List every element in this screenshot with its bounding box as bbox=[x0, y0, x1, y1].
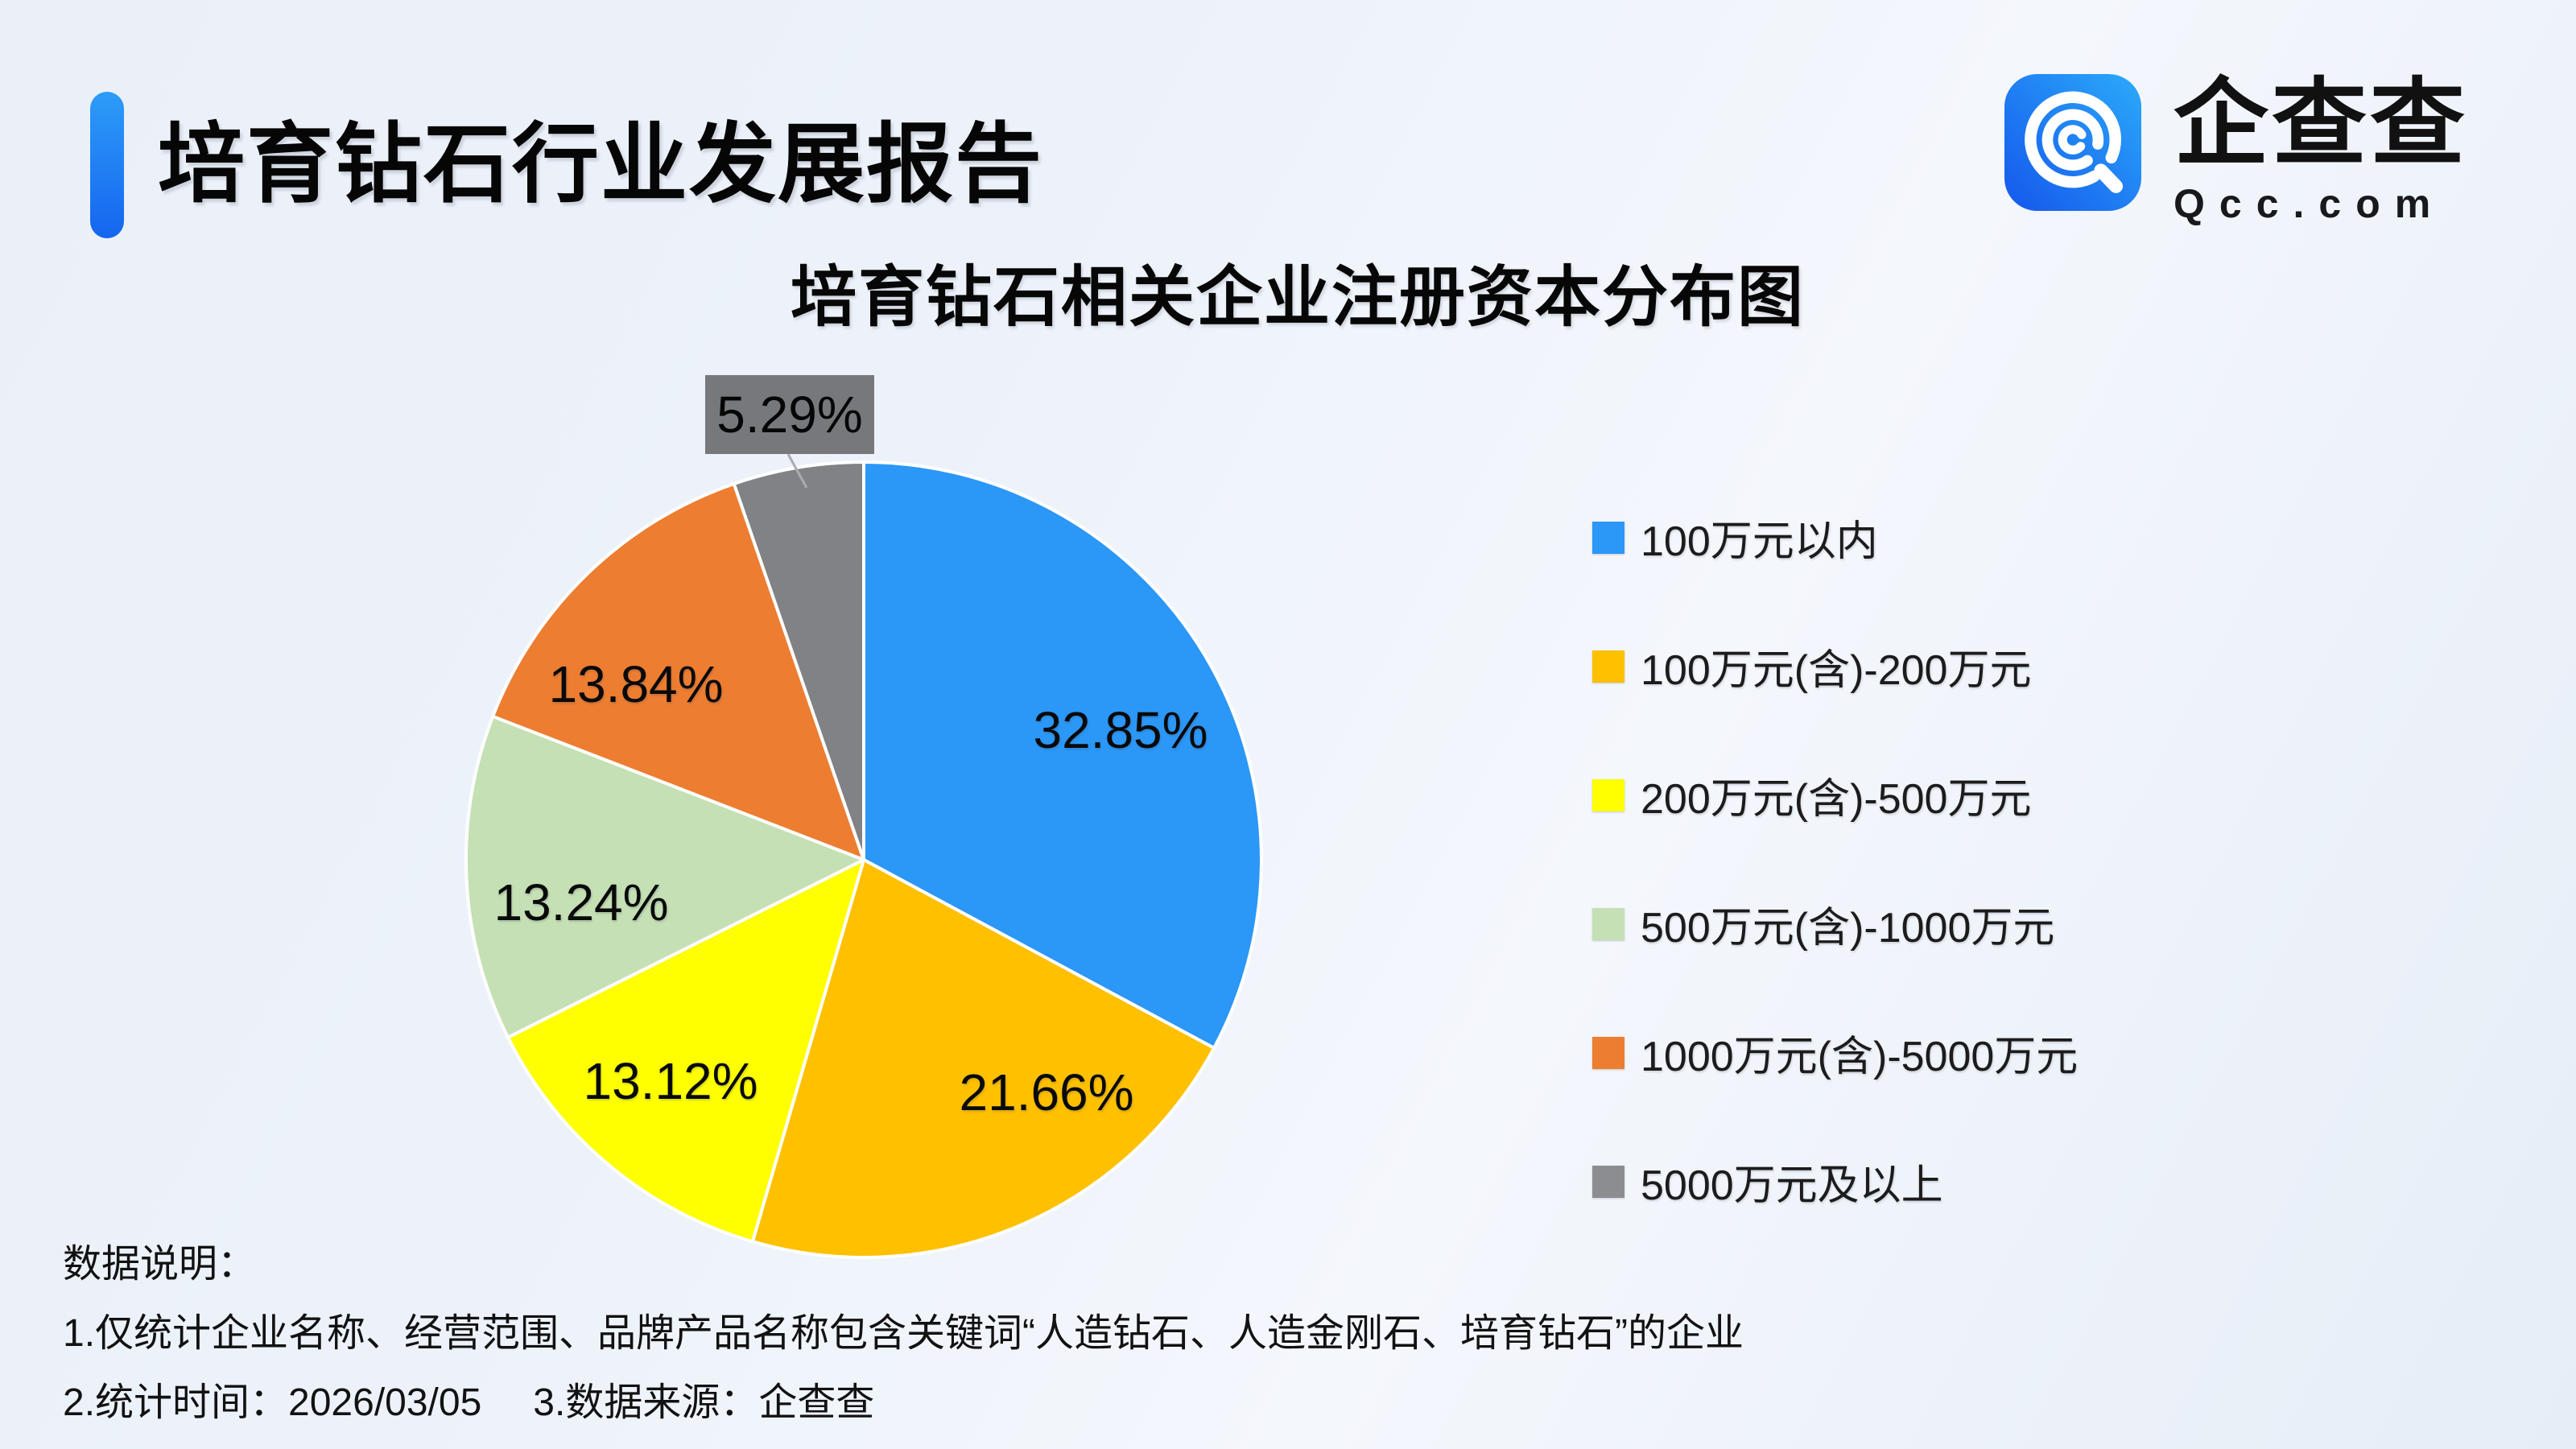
legend-label-0: 100万元以内 bbox=[1641, 518, 1878, 565]
pie-label-4: 13.84% bbox=[548, 655, 724, 713]
legend-label-1: 100万元(含)-200万元 bbox=[1641, 647, 2032, 694]
legend-item-4: 1000万元(含)-5000万元 bbox=[1592, 1022, 2078, 1083]
qcc-logo-icon bbox=[2004, 74, 2141, 211]
legend-label-3: 500万元(含)-1000万元 bbox=[1641, 905, 2055, 952]
qcc-logo: 企查查 Qcc.com bbox=[2004, 74, 2468, 227]
legend-item-0: 100万元以内 bbox=[1592, 507, 1878, 568]
pie-slice-1 bbox=[750, 858, 1216, 1259]
qcc-logo-text: 企查查 Qcc.com bbox=[2174, 74, 2468, 227]
pie-label-3: 13.24% bbox=[493, 873, 669, 931]
chart-title: 培育钻石相关企业注册资本分布图 bbox=[790, 261, 1805, 334]
legend-item-2: 200万元(含)-500万元 bbox=[1592, 765, 2031, 825]
note-line-1: 1.仅统计企业名称、经营范围、品牌产品名称包含关键词“人造钻石、人造金刚石、培育… bbox=[63, 1312, 1744, 1355]
legend-swatch-0 bbox=[1592, 521, 1624, 554]
legend-item-1: 100万元(含)-200万元 bbox=[1592, 636, 2031, 696]
data-notes: 数据说明： 1.仅统计企业名称、经营范围、品牌产品名称包含关键词“人造钻石、人造… bbox=[63, 1230, 1744, 1438]
pie-label-1: 21.66% bbox=[959, 1063, 1134, 1121]
legend-swatch-5 bbox=[1592, 1165, 1624, 1198]
callout-leader-line bbox=[786, 453, 808, 489]
legend-item-5: 5000万元及以上 bbox=[1592, 1151, 1943, 1212]
note-stat-time: 2.统计时间：2026/03/05 bbox=[63, 1381, 482, 1424]
note-data-source: 3.数据来源：企查查 bbox=[533, 1381, 875, 1424]
legend-swatch-3 bbox=[1592, 907, 1624, 940]
legend-item-3: 500万元(含)-1000万元 bbox=[1592, 894, 2054, 954]
pie-label-5: 5.29% bbox=[716, 386, 863, 444]
pie-callout: 5.29% bbox=[705, 375, 874, 454]
pie-slice-4 bbox=[491, 482, 865, 861]
legend-swatch-4 bbox=[1592, 1036, 1624, 1069]
pie-slice-0 bbox=[862, 460, 1263, 1050]
header-accent-bar bbox=[90, 92, 124, 238]
pie-label-0: 32.85% bbox=[1033, 701, 1208, 759]
brand-domain: Qcc.com bbox=[2174, 181, 2446, 226]
pie-slice-2 bbox=[506, 858, 865, 1244]
page-title: 培育钻石行业发展报告 bbox=[158, 115, 1044, 213]
pie-slice-3 bbox=[464, 714, 865, 1039]
notes-heading: 数据说明： bbox=[63, 1243, 257, 1286]
pie-label-2: 13.12% bbox=[583, 1052, 758, 1110]
note-line-2: 2.统计时间：2026/03/05 3.数据来源：企查查 bbox=[63, 1368, 1744, 1438]
brand-name: 企查查 bbox=[2174, 71, 2469, 177]
legend-swatch-2 bbox=[1592, 778, 1624, 811]
legend-label-2: 200万元(含)-500万元 bbox=[1641, 776, 2032, 823]
legend-label-5: 5000万元及以上 bbox=[1641, 1162, 1943, 1209]
legend-swatch-1 bbox=[1592, 650, 1624, 683]
pie-slice-5 bbox=[732, 460, 865, 861]
legend-label-4: 1000万元(含)-5000万元 bbox=[1641, 1034, 2079, 1080]
